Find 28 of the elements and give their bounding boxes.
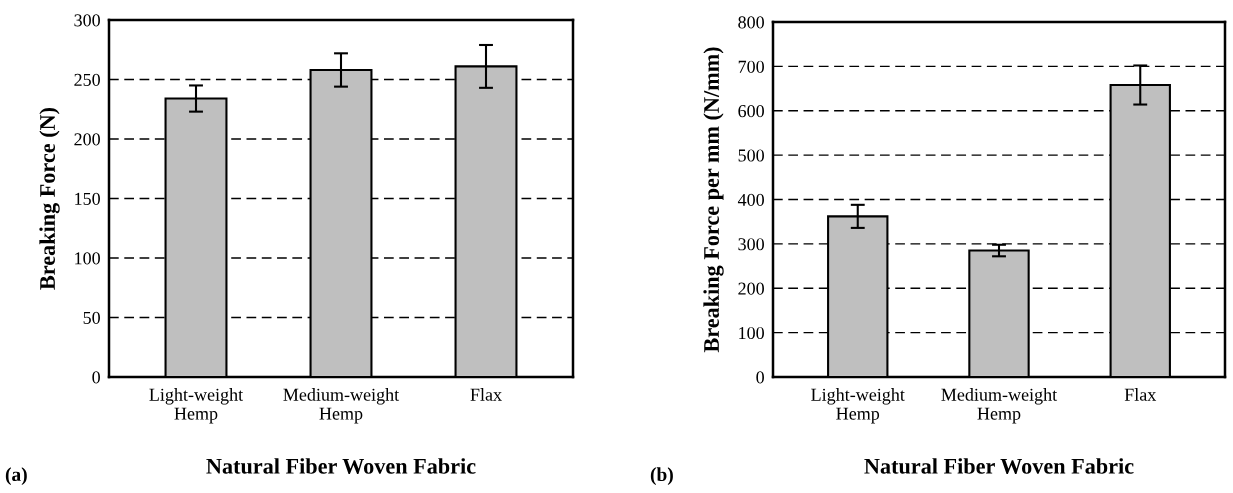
y-tick-label: 250	[74, 73, 100, 86]
y-tick-label: 300	[738, 238, 764, 251]
y-tick-label: 100	[75, 252, 100, 265]
x-tick-label: Medium-weight Hemp	[941, 388, 1058, 424]
y-tick-label: 600	[738, 105, 764, 118]
y-tick-label: 0	[92, 371, 100, 384]
y-tick-label: 500	[738, 149, 764, 162]
y-tick-label: 100	[739, 326, 764, 340]
x-tick-label: Flax	[1124, 388, 1157, 401]
text: (a)	[5, 467, 27, 485]
y-tick-label: 200	[74, 133, 100, 146]
y-tick-label: 400	[737, 193, 764, 206]
y-tick-label: 800	[738, 16, 764, 29]
y-axis-title: Breaking Force (N)	[39, 107, 60, 290]
y-tick-label: 300	[74, 14, 100, 27]
y-tick-label: 200	[738, 282, 764, 295]
y-tick-label: 0	[756, 371, 764, 384]
y-tick-label: 50	[83, 311, 100, 324]
y-tick-label: 700	[738, 60, 764, 73]
x-tick-label: Light-weight Hemp	[811, 388, 905, 424]
x-tick-label: Flax	[470, 388, 502, 401]
x-tick-label: Light-weight Hemp	[149, 388, 244, 424]
x-tick-label: Medium-weight Hemp	[283, 388, 400, 424]
y-tick-label: 150	[75, 192, 100, 205]
text: (b)	[650, 467, 673, 485]
y-axis-title: Breaking Force per mm (N/mm)	[703, 47, 724, 353]
x-axis-title: Natural Fiber Woven Fabric	[864, 458, 1134, 474]
x-axis-title: Natural Fiber Woven Fabric	[206, 458, 476, 474]
